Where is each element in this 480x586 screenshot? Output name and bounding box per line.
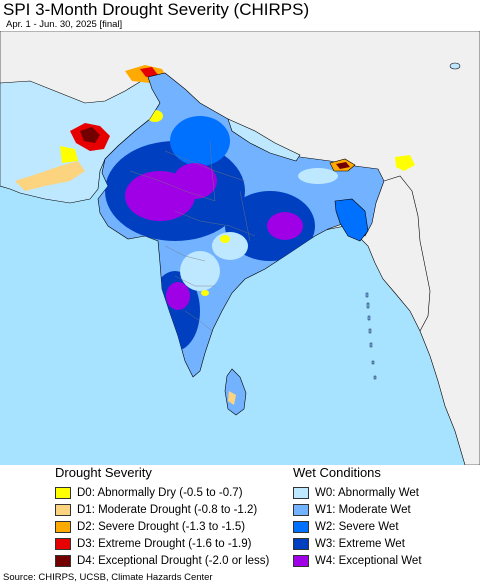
legend-wet-column: Wet Conditions W0: Abnormally Wet W1: Mo… xyxy=(293,465,422,569)
region-bangladesh xyxy=(334,198,369,242)
drought-patch-northeast xyxy=(395,155,415,171)
legend-swatch xyxy=(293,554,309,567)
legend-swatch xyxy=(55,486,71,499)
legend-item-d1: D1: Moderate Drought (-0.8 to -1.2) xyxy=(55,501,269,518)
legend-item-d2: D2: Severe Drought (-1.3 to -1.5) xyxy=(55,518,269,535)
legend-wet-heading: Wet Conditions xyxy=(293,465,381,480)
legend-label: W2: Severe Wet xyxy=(315,520,399,533)
legend-item-w4: W4: Exceptional Wet xyxy=(293,552,422,569)
legend-swatch xyxy=(55,554,71,567)
legend-label: D3: Extreme Drought (-1.6 to -1.9) xyxy=(77,537,252,550)
legend-label: D0: Abnormally Dry (-0.5 to -0.7) xyxy=(77,486,243,499)
legend-label: W4: Exceptional Wet xyxy=(315,554,422,567)
legend-item-d3: D3: Extreme Drought (-1.6 to -1.9) xyxy=(55,535,269,552)
drought-patch-west xyxy=(15,161,85,191)
state-borders xyxy=(129,140,256,332)
legend: Drought Severity D0: Abnormally Dry (-0.… xyxy=(0,465,480,569)
source-credit: Source: CHIRPS, UCSB, Climate Hazards Ce… xyxy=(3,572,213,583)
legend-item-d0: D0: Abnormally Dry (-0.5 to -0.7) xyxy=(55,484,269,501)
legend-swatch xyxy=(55,503,71,516)
legend-drought-heading: Drought Severity xyxy=(55,465,152,480)
legend-item-w0: W0: Abnormally Wet xyxy=(293,484,422,501)
drought-patch-northwest-core xyxy=(80,127,100,143)
legend-swatch xyxy=(293,503,309,516)
region-myanmar-outline xyxy=(383,175,431,332)
legend-item-d4: D4: Exceptional Drought (-2.0 or less) xyxy=(55,552,269,569)
legend-swatch xyxy=(293,520,309,533)
legend-drought-column: Drought Severity D0: Abnormally Dry (-0.… xyxy=(55,465,269,569)
island-north xyxy=(449,62,461,70)
legend-label: D4: Exceptional Drought (-2.0 or less) xyxy=(77,554,270,567)
legend-swatch xyxy=(293,486,309,499)
andaman-islands xyxy=(365,292,377,380)
drought-patch-pakistan-mid xyxy=(60,146,78,163)
region-nepal xyxy=(227,118,301,162)
legend-label: D1: Moderate Drought (-0.8 to -1.2) xyxy=(77,503,258,516)
legend-swatch xyxy=(55,537,71,550)
region-sri-lanka xyxy=(224,368,247,416)
map-title: SPI 3-Month Drought Severity (CHIRPS) xyxy=(3,0,310,19)
legend-label: W1: Moderate Wet xyxy=(315,503,411,516)
legend-item-w1: W1: Moderate Wet xyxy=(293,501,422,518)
drought-patch-bhutan xyxy=(336,162,350,169)
legend-label: W3: Extreme Wet xyxy=(315,537,405,550)
drought-patch-north-core xyxy=(140,67,158,77)
drought-map xyxy=(0,31,480,465)
map-subtitle: Apr. 1 - Jun. 30, 2025 [final] xyxy=(6,19,123,30)
legend-label: W0: Abnormally Wet xyxy=(315,486,419,499)
map-canvas xyxy=(0,31,480,465)
legend-item-w3: W3: Extreme Wet xyxy=(293,535,422,552)
legend-item-w2: W2: Severe Wet xyxy=(293,518,422,535)
legend-swatch xyxy=(293,537,309,550)
drought-patch-sri-lanka xyxy=(228,391,236,405)
legend-label: D2: Severe Drought (-1.3 to -1.5) xyxy=(77,520,246,533)
legend-swatch xyxy=(55,520,71,533)
